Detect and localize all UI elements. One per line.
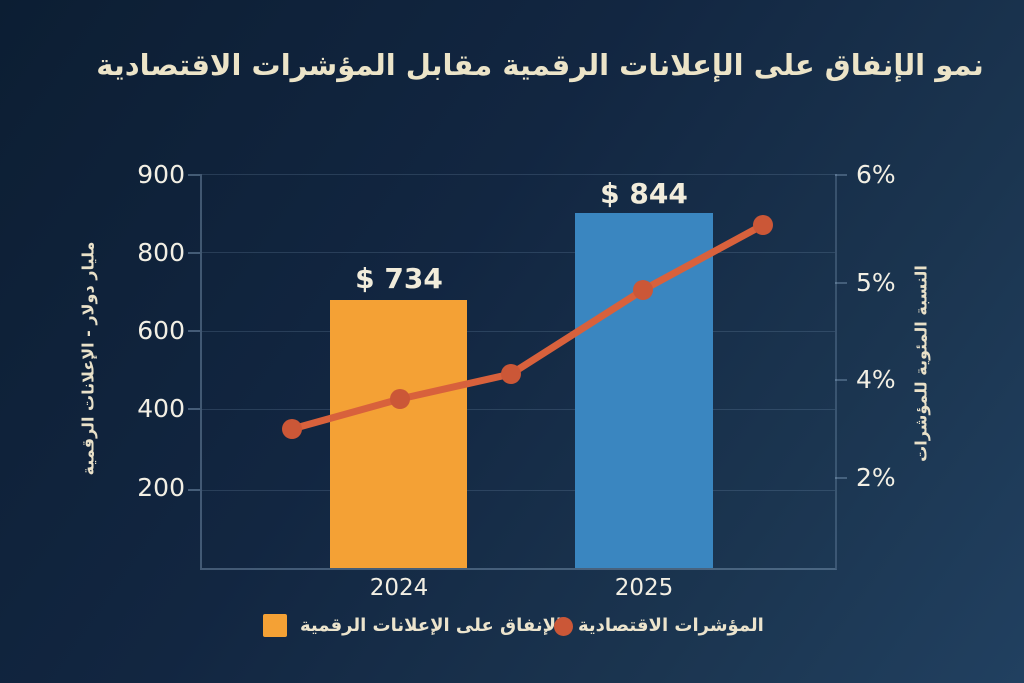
right-axis-tick-6pct: 6% xyxy=(856,160,896,189)
bar-2025 xyxy=(575,213,713,568)
right-tick-mark xyxy=(835,282,847,284)
left-axis-title: مليار دولار - الإعلانات الرقمية xyxy=(78,241,98,476)
right-tick-mark xyxy=(835,379,847,381)
gridline-200 xyxy=(202,490,835,491)
chart-title: نمو الإنفاق على الإعلانات الرقمية مقابل … xyxy=(96,48,984,82)
legend-line-swatch-dot xyxy=(554,617,573,636)
left-tick-mark xyxy=(188,408,200,410)
legend-bar-swatch xyxy=(263,614,287,637)
left-axis-tick-900: 900 xyxy=(137,160,185,189)
left-tick-mark xyxy=(188,330,200,332)
legend-line-label: المؤشرات الاقتصادية xyxy=(578,615,764,636)
legend-bar-label: الإنفاق على الإعلانات الرقمية xyxy=(300,615,563,636)
x-axis-label-2024: 2024 xyxy=(369,575,429,601)
left-axis-tick-200: 200 xyxy=(137,473,185,502)
x-axis-label-2025: 2025 xyxy=(614,575,674,601)
plot-area xyxy=(200,174,837,570)
bar-value-label-2024: $ 734 xyxy=(355,262,443,295)
left-tick-mark xyxy=(188,252,200,254)
right-axis-tick-2pct: 2% xyxy=(856,463,896,492)
right-tick-mark xyxy=(835,477,847,479)
left-axis-tick-600: 600 xyxy=(137,316,185,345)
gridline-800 xyxy=(202,252,835,253)
right-axis-tick-4pct: 4% xyxy=(856,365,896,394)
left-axis-tick-800: 800 xyxy=(137,238,185,267)
gridline-900 xyxy=(202,174,835,175)
gridline-400 xyxy=(202,409,835,410)
bar-value-label-2025: $ 844 xyxy=(600,177,688,210)
left-tick-mark xyxy=(188,489,200,491)
right-tick-mark xyxy=(835,174,847,176)
gridline-600 xyxy=(202,331,835,332)
right-axis-tick-5pct: 5% xyxy=(856,268,896,297)
right-axis-title: النسبة المئوية للمؤشرات xyxy=(911,265,931,462)
bar-2024 xyxy=(330,300,467,568)
left-axis-tick-400: 400 xyxy=(137,394,185,423)
left-tick-mark xyxy=(188,174,200,176)
